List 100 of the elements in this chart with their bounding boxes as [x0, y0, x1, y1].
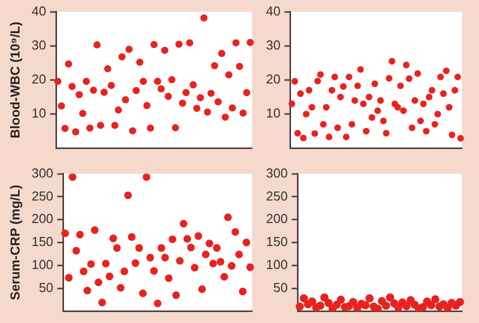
point	[314, 78, 321, 84]
point	[334, 124, 341, 132]
point	[357, 66, 364, 73]
point	[243, 89, 250, 96]
point	[348, 120, 356, 128]
point	[76, 91, 83, 98]
point	[437, 74, 444, 80]
point	[61, 124, 69, 132]
point	[161, 46, 168, 54]
point	[213, 244, 221, 252]
point	[340, 83, 347, 90]
point	[186, 39, 194, 46]
point	[382, 130, 390, 137]
point	[116, 284, 124, 292]
y-tick-label: 20	[32, 72, 46, 87]
point	[146, 254, 154, 262]
y-axis-title: Blood-WBC (10⁹/L)	[7, 22, 22, 138]
y-tick-label: 40	[266, 3, 280, 18]
y-tick-label: 300	[266, 165, 288, 180]
point	[204, 108, 212, 116]
point	[94, 278, 102, 286]
point	[386, 74, 392, 82]
point	[65, 274, 73, 282]
y-tick-label: 50	[38, 280, 54, 295]
point	[108, 82, 115, 90]
point	[106, 272, 114, 280]
point	[342, 134, 350, 140]
point	[97, 122, 104, 129]
point	[446, 104, 452, 111]
point	[300, 134, 307, 142]
point	[193, 104, 200, 112]
point	[64, 60, 72, 68]
point	[126, 46, 133, 53]
point	[113, 244, 121, 252]
point	[297, 90, 304, 97]
point	[168, 76, 176, 84]
point	[374, 107, 381, 114]
point	[366, 94, 372, 100]
point	[158, 244, 166, 252]
point	[118, 53, 126, 60]
point	[120, 268, 128, 276]
point	[351, 97, 358, 104]
point	[242, 238, 250, 246]
point	[87, 260, 95, 268]
y-tick-label: 30	[32, 37, 46, 52]
point	[102, 260, 110, 268]
point	[196, 94, 204, 102]
point	[190, 81, 197, 88]
point	[168, 235, 176, 244]
point	[180, 220, 188, 228]
y-tick-label: 150	[32, 234, 54, 250]
y-tick-label: 40	[32, 3, 46, 18]
y-tick-label: 10	[32, 106, 46, 121]
point	[175, 40, 183, 48]
point	[82, 78, 90, 85]
point	[408, 124, 416, 132]
point	[452, 86, 458, 94]
point	[346, 74, 352, 80]
point	[394, 104, 402, 111]
point	[72, 246, 80, 255]
point	[140, 78, 147, 85]
point	[136, 58, 144, 66]
point	[209, 260, 217, 268]
y-tick-label: 250	[266, 188, 288, 204]
point	[246, 263, 254, 272]
point	[235, 250, 243, 258]
point	[288, 100, 296, 108]
point	[406, 75, 412, 82]
point	[422, 128, 430, 134]
point	[400, 107, 407, 114]
point	[154, 78, 162, 85]
point	[80, 268, 88, 276]
point	[225, 71, 232, 78]
point	[139, 290, 147, 298]
point	[176, 256, 184, 265]
point	[211, 62, 218, 70]
point	[368, 114, 376, 121]
point	[420, 100, 427, 108]
y-tick-label: 20	[266, 72, 280, 87]
point	[206, 240, 214, 248]
point	[414, 70, 422, 77]
point	[132, 86, 140, 94]
point	[111, 122, 118, 129]
point	[442, 67, 450, 74]
y-tick-label: 100	[32, 256, 54, 272]
y-tick-label: 250	[32, 188, 54, 204]
point	[150, 40, 158, 48]
point	[61, 230, 69, 238]
y-tick-label: 200	[266, 211, 288, 226]
point	[411, 97, 418, 104]
point	[238, 288, 247, 296]
point	[68, 174, 76, 181]
point	[150, 267, 158, 275]
point	[240, 109, 247, 117]
point	[397, 82, 404, 90]
point	[84, 286, 92, 294]
point	[388, 58, 396, 65]
point	[222, 114, 229, 121]
point	[246, 38, 254, 46]
point	[100, 88, 108, 96]
